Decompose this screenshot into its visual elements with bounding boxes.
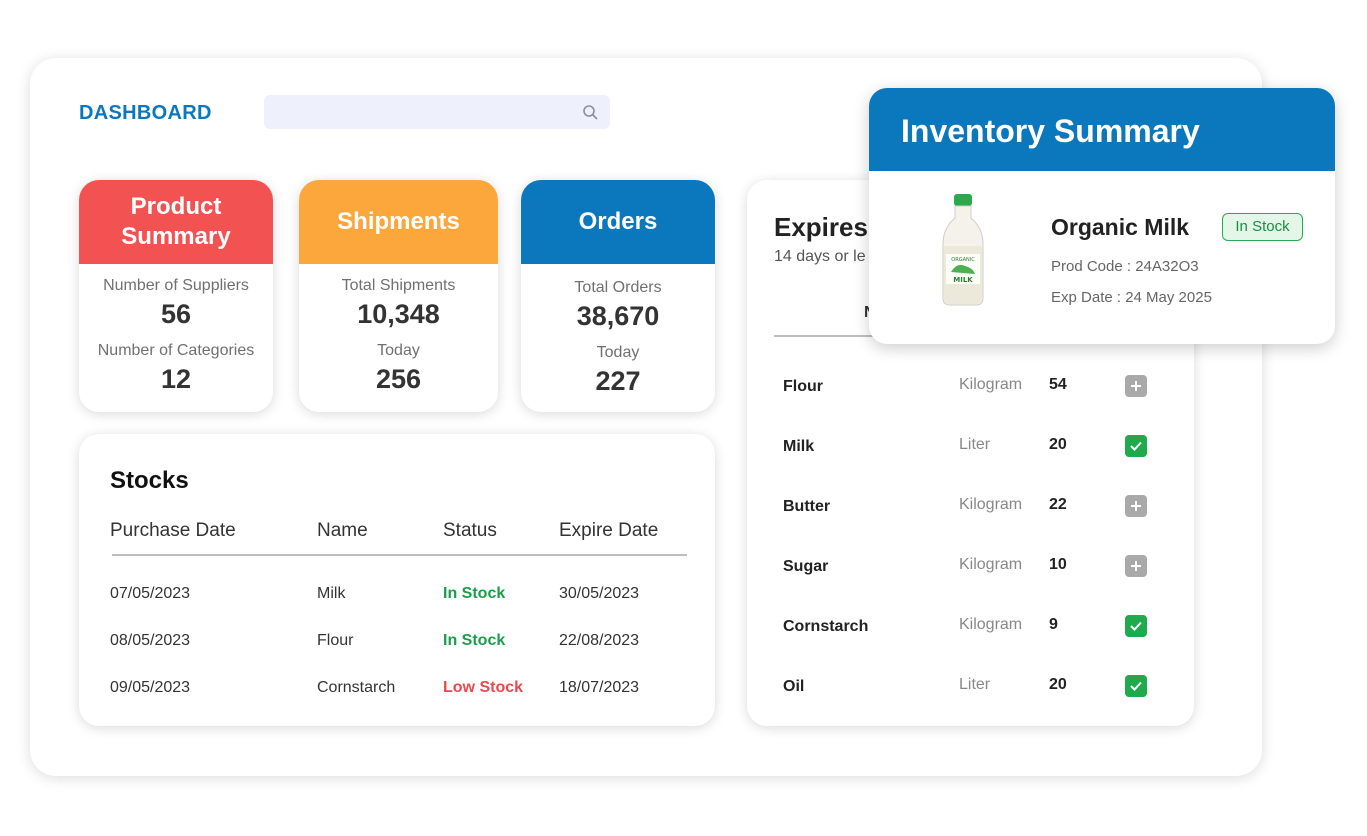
table-row-name: Flour bbox=[317, 632, 354, 649]
table-row-purchase: 08/05/2023 bbox=[110, 632, 191, 649]
page-title: DASHBOARD bbox=[79, 102, 212, 124]
expire-item-unit: Liter bbox=[959, 436, 991, 453]
shipments-today-value: 256 bbox=[375, 364, 422, 394]
total-shipments-label: Total Shipments bbox=[341, 277, 456, 294]
bottle-label-bottom: MILK bbox=[953, 276, 973, 284]
expire-item-unit: Liter bbox=[959, 676, 991, 693]
expire-item-unit: Kilogram bbox=[959, 496, 1023, 513]
product-summary-card: Product Summary Number of Suppliers 56 N… bbox=[79, 180, 273, 412]
status-badge: In Stock bbox=[443, 585, 506, 602]
expire-item-name: Butter bbox=[783, 498, 831, 515]
col-name[interactable]: Name bbox=[317, 520, 368, 541]
checkbox-checked-icon[interactable] bbox=[1125, 675, 1147, 697]
expire-item-name: Sugar bbox=[783, 558, 829, 575]
search-icon[interactable] bbox=[582, 104, 598, 120]
expire-item-qty: 54 bbox=[1049, 376, 1067, 393]
search-input[interactable] bbox=[264, 95, 610, 129]
inventory-summary-title: Inventory Summary bbox=[869, 88, 1335, 171]
orders-header: Orders bbox=[521, 180, 715, 264]
table-row-name: Cornstarch bbox=[317, 679, 396, 696]
expire-item-name: Oil bbox=[783, 678, 805, 695]
total-orders-label: Total Orders bbox=[574, 279, 662, 296]
status-badge: In Stock bbox=[1222, 213, 1303, 241]
product-code: Prod Code : 24A32O3 bbox=[1051, 258, 1199, 275]
expire-item-name: Milk bbox=[783, 438, 815, 455]
checkbox-checked-icon[interactable] bbox=[1125, 435, 1147, 457]
product-summary-title: Product Summary bbox=[121, 193, 231, 250]
inventory-summary-card: Inventory Summary ORGANIC MILK Organic M… bbox=[869, 88, 1335, 344]
col-purchase-date[interactable]: Purchase Date bbox=[110, 520, 236, 541]
suppliers-label: Number of Suppliers bbox=[103, 277, 249, 294]
table-row-purchase: 09/05/2023 bbox=[110, 679, 191, 696]
suppliers-value: 56 bbox=[160, 299, 192, 329]
orders-today-label: Today bbox=[596, 344, 640, 361]
expire-item-qty: 20 bbox=[1049, 676, 1067, 693]
shipments-today-label: Today bbox=[377, 342, 420, 359]
orders-today-value: 227 bbox=[595, 366, 641, 396]
orders-card: Orders Total Orders 38,670 Today 227 bbox=[521, 180, 715, 412]
categories-label: Number of Categories bbox=[97, 342, 255, 359]
product-name: Organic Milk bbox=[1051, 214, 1190, 240]
table-row-expire: 30/05/2023 bbox=[559, 585, 640, 602]
expire-item-unit: Kilogram bbox=[959, 556, 1023, 573]
bottle-label-top: ORGANIC bbox=[951, 257, 975, 263]
status-badge: In Stock bbox=[443, 632, 506, 649]
table-row-expire: 18/07/2023 bbox=[559, 679, 640, 696]
stocks-title: Stocks bbox=[110, 467, 189, 494]
total-orders-value: 38,670 bbox=[576, 301, 660, 331]
expire-item-qty: 22 bbox=[1049, 496, 1067, 513]
expire-item-unit: Kilogram bbox=[959, 376, 1023, 393]
add-icon[interactable] bbox=[1125, 375, 1147, 397]
orders-title: Orders bbox=[578, 208, 658, 235]
product-summary-header: Product Summary bbox=[79, 180, 273, 264]
col-status[interactable]: Status bbox=[443, 520, 497, 541]
shipments-title: Shipments bbox=[337, 208, 460, 235]
stocks-card: Stocks Purchase Date Name Status Expire … bbox=[79, 434, 715, 726]
add-icon[interactable] bbox=[1125, 555, 1147, 577]
expire-item-qty: 10 bbox=[1049, 556, 1067, 573]
expire-item-name: Flour bbox=[783, 378, 823, 395]
product-expiry: Exp Date : 24 May 2025 bbox=[1051, 289, 1212, 306]
add-icon[interactable] bbox=[1125, 495, 1147, 517]
table-row-name: Milk bbox=[317, 585, 346, 602]
expires-subtitle: 14 days or le bbox=[774, 248, 866, 265]
expire-item-unit: Kilogram bbox=[959, 616, 1023, 633]
expire-item-qty: 20 bbox=[1049, 436, 1067, 453]
categories-value: 12 bbox=[160, 364, 192, 394]
col-expire-date[interactable]: Expire Date bbox=[559, 520, 659, 541]
table-row-purchase: 07/05/2023 bbox=[110, 585, 191, 602]
expire-item-name: Cornstarch bbox=[783, 618, 869, 635]
checkbox-checked-icon[interactable] bbox=[1125, 615, 1147, 637]
stocks-header-divider bbox=[112, 554, 687, 556]
shipments-header: Shipments bbox=[299, 180, 498, 264]
table-row-expire: 22/08/2023 bbox=[559, 632, 640, 649]
milk-bottle-image: ORGANIC MILK bbox=[942, 194, 984, 306]
shipments-card: Shipments Total Shipments 10,348 Today 2… bbox=[299, 180, 498, 412]
total-shipments-value: 10,348 bbox=[357, 299, 440, 329]
expire-item-qty: 9 bbox=[1049, 616, 1058, 633]
expires-title: Expires bbox=[774, 212, 868, 242]
status-badge: Low Stock bbox=[443, 679, 524, 696]
